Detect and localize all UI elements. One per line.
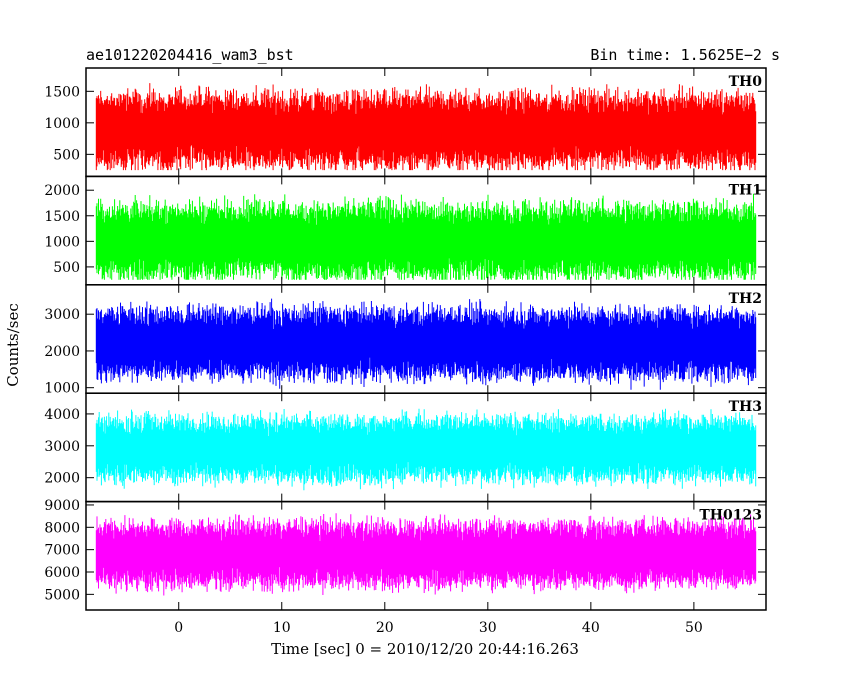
y-tick-label: 2000 [44, 471, 80, 487]
panel-th2: 1000 2000 3000 TH2 [44, 284, 767, 397]
panel-label: TH3 [729, 399, 762, 415]
x-axis-label: Time [sec] 0 = 2010/12/20 20:44:16.263 [271, 640, 579, 658]
y-tick-label: 5000 [44, 587, 80, 603]
series-core-th3 [96, 436, 756, 462]
y-tick-label: 7000 [44, 543, 80, 559]
panel-frame [85, 500, 767, 611]
panel-th3: 2000 3000 4000 TH3 [44, 392, 767, 503]
y-tick-label: 9000 [44, 498, 80, 514]
panel-label: TH1 [729, 182, 762, 198]
panel-th1: 500 1000 1500 2000 TH1 [44, 175, 767, 286]
panel-label: TH0 [729, 74, 763, 90]
series-core-th0123 [96, 541, 756, 568]
y-tick-label: 3000 [44, 439, 80, 455]
y-tick-label: 3000 [44, 307, 80, 323]
y-tick-label: 2000 [44, 344, 80, 360]
x-tick-label: 30 [479, 620, 497, 636]
y-tick-label: 1500 [44, 84, 80, 100]
panel-label: TH2 [729, 291, 762, 307]
series-core-th2 [96, 329, 756, 358]
y-tick-label: 1000 [44, 381, 80, 397]
chart-title: ae101220204416_wam3_bst [86, 46, 294, 64]
y-tick-label: 1500 [44, 209, 80, 225]
x-tick-label: 50 [685, 620, 703, 636]
series-core-th0 [96, 115, 756, 146]
x-tick-label: 0 [174, 620, 183, 636]
y-axis-label: Counts/sec [4, 303, 22, 387]
x-tick-label: 40 [582, 620, 600, 636]
x-tick-label: 20 [376, 620, 394, 636]
y-tick-label: 4000 [44, 407, 80, 423]
panel-th0: 500 1000 1500 TH0 [44, 67, 767, 178]
x-tick-label: 10 [273, 620, 291, 636]
panel-th0123: 5000 6000 7000 8000 9000 TH0123 [44, 498, 767, 611]
series-core-th1 [96, 226, 756, 257]
chart-subtitle: Bin time: 1.5625E−2 s [590, 46, 780, 64]
y-tick-label: 1000 [44, 116, 80, 132]
y-tick-label: 6000 [44, 565, 80, 581]
y-tick-label: 500 [53, 147, 80, 163]
y-tick-label: 8000 [44, 520, 80, 536]
panel-label: TH0123 [699, 508, 762, 524]
y-tick-label: 2000 [44, 183, 80, 199]
y-tick-label: 1000 [44, 234, 80, 250]
y-tick-label: 500 [53, 260, 80, 276]
